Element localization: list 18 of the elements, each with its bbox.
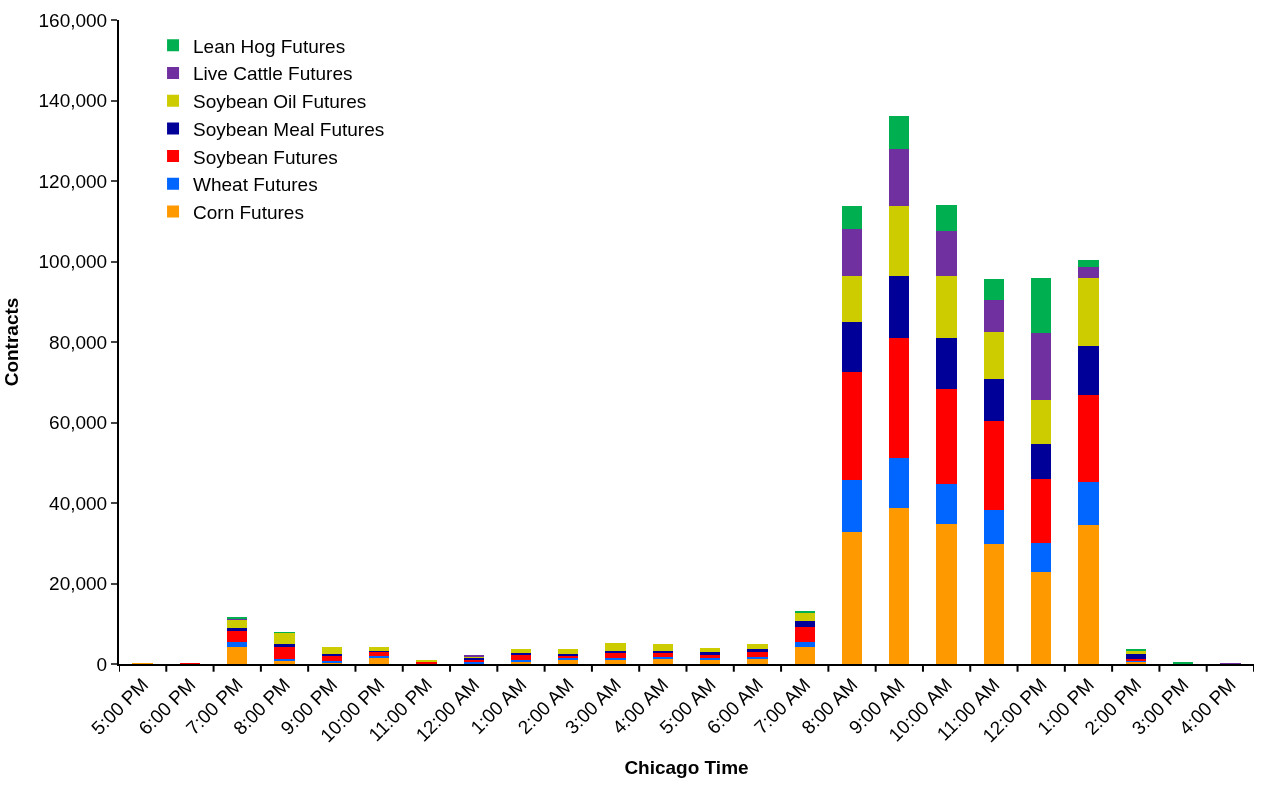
legend-label: Wheat Futures (193, 174, 318, 196)
legend-label: Soybean Oil Futures (193, 91, 367, 113)
y-tick-label: 100,000 (38, 251, 108, 273)
y-tick-label: 120,000 (38, 170, 108, 192)
legend-label: Live Cattle Futures (193, 63, 353, 85)
y-tick-label: 40,000 (49, 492, 108, 514)
y-axis-title: Contracts (0, 297, 22, 387)
y-tick-label: 20,000 (49, 573, 108, 595)
y-tick-label: 140,000 (38, 90, 108, 112)
x-axis-title: Chicago Time (624, 756, 749, 778)
legend-label: Lean Hog Futures (193, 35, 346, 57)
y-tick-label: 60,000 (49, 412, 108, 434)
legend-label: Soybean Futures (193, 146, 338, 168)
legend-label: Soybean Meal Futures (193, 118, 385, 140)
y-tick-label: 0 (96, 653, 108, 675)
legend-label: Corn Futures (193, 201, 304, 223)
y-tick-label: 80,000 (49, 331, 108, 353)
y-tick-label: 160,000 (38, 9, 108, 31)
